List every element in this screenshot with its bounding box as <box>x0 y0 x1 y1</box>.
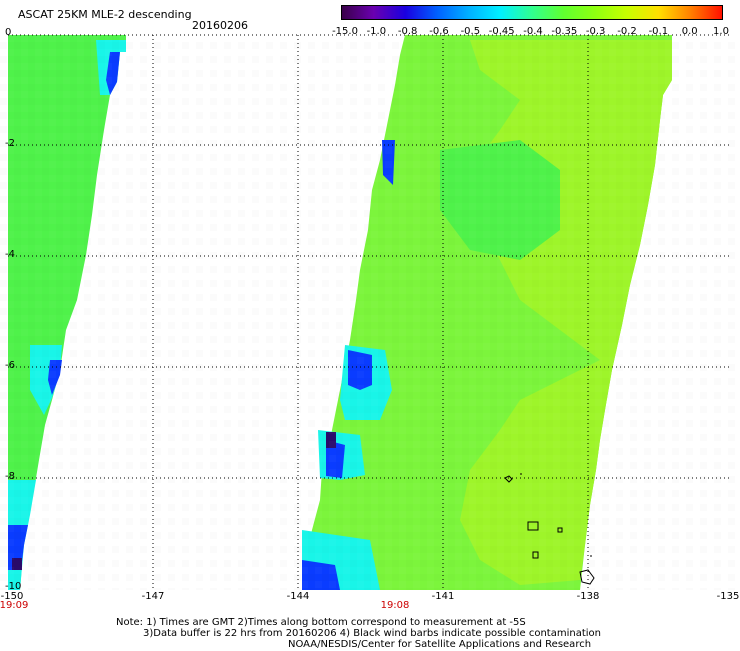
island-5 <box>532 551 539 559</box>
color-scale-label: 1.0 <box>713 26 729 37</box>
map-title: ASCAT 25KM MLE-2 descending <box>18 8 192 21</box>
color-scale-label: -0.35 <box>551 26 578 37</box>
color-scale-label: -0.2 <box>617 26 637 37</box>
x-label-147: -147 <box>141 591 165 602</box>
y-label-8: -8 <box>5 471 15 482</box>
x-label-135: -135 <box>716 591 740 602</box>
y-label-0: 0 <box>5 27 12 38</box>
color-scale-label: 0.0 <box>681 26 698 37</box>
color-scale-label: -0.5 <box>460 26 481 37</box>
color-scale-label: -0.45 <box>488 26 515 37</box>
color-scale-label: -15.0 <box>332 26 358 37</box>
x-label-144: -144 <box>286 591 310 602</box>
y-label-10: -10 <box>5 581 22 592</box>
island-outlines <box>504 473 595 585</box>
island-1 <box>504 475 513 483</box>
note-line-1: Note: 1) Times are GMT 2)Times along bot… <box>116 617 526 628</box>
color-scale-label: -0.3 <box>585 26 606 37</box>
color-scale-label: -0.4 <box>523 26 543 37</box>
y-label-6: -6 <box>5 360 15 371</box>
island-3 <box>527 521 539 531</box>
map-grid <box>8 34 730 590</box>
x-label-150: -150 <box>0 591 24 602</box>
color-scale-label: -0.1 <box>648 26 669 37</box>
color-scale-label: -0.8 <box>397 26 418 37</box>
y-label-2: -2 <box>5 138 15 149</box>
color-scale-label: -0.6 <box>429 26 449 37</box>
color-scale-label: -1.0 <box>366 26 387 37</box>
note-line-3: NOAA/NESDIS/Center for Satellite Applica… <box>288 639 592 650</box>
x-label-138: -138 <box>576 591 600 602</box>
color-scale-bar <box>341 5 723 20</box>
time-label-right: 19:08 <box>380 600 410 611</box>
map-date: 20160206 <box>192 19 248 32</box>
time-label-left: 19:09 <box>0 600 29 611</box>
x-label-141: -141 <box>431 591 455 602</box>
island-6 <box>579 569 595 585</box>
note-line-2: 3)Data buffer is 22 hrs from 20160206 4)… <box>143 628 601 639</box>
island-4 <box>557 527 563 533</box>
y-label-4: -4 <box>5 249 15 260</box>
